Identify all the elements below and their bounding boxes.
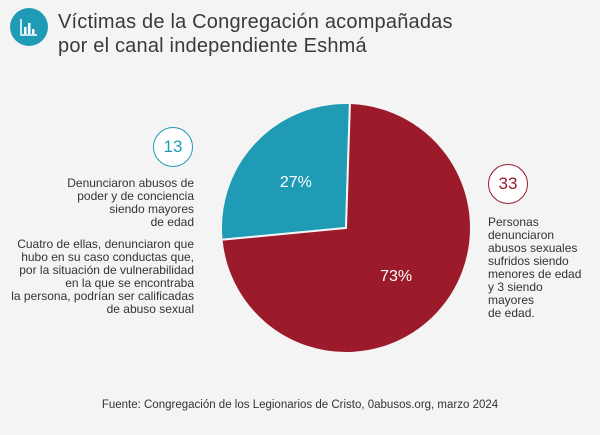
note-b-line: de abuso sexual — [106, 302, 194, 316]
title-line-1: Víctimas de la Congregación acompañadas — [58, 11, 453, 33]
right-note-line: y 3 siendo mayores — [488, 280, 543, 307]
pie-slice — [220, 102, 472, 354]
count-right-value: 33 — [498, 174, 518, 193]
count-left-value: 13 — [163, 137, 183, 156]
note-b-line: por la situación de vulnerabilidad — [19, 263, 194, 277]
note-b-line: hubo en su caso conductas que, — [21, 250, 194, 264]
right-note-line: abusos sexuales — [488, 241, 578, 255]
pie-slice-label: 27% — [280, 174, 312, 191]
title-line-2: por el canal independiente Eshmá — [58, 35, 367, 57]
right-note: Personas denunciaron abusos sexuales suf… — [488, 216, 588, 320]
pie-slice-label: 73% — [380, 268, 412, 285]
right-note-line: sufridos siendo — [488, 254, 569, 268]
left-note-a: Denunciaron abusos de poder y de concien… — [14, 177, 194, 229]
right-note-line: Personas — [488, 215, 539, 229]
note-b-line: en la que se encontraba — [65, 276, 194, 290]
source-note: Fuente: Congregación de los Legionarios … — [101, 399, 499, 411]
note-a-line: poder y de conciencia — [77, 189, 194, 203]
right-note-line: menores de edad — [488, 267, 582, 281]
note-a-line: Denunciaron abusos de — [67, 176, 194, 190]
right-note-line: denunciaron — [488, 228, 555, 242]
pie-slice — [220, 102, 351, 241]
note-b-line: Cuatro de ellas, denunciaron que — [17, 237, 194, 251]
count-badge-left: 13 — [153, 127, 193, 167]
left-note-b: Cuatro de ellas, denunciaron que hubo en… — [0, 238, 194, 316]
note-a-line: siendo mayores — [109, 202, 194, 216]
chart-title: Víctimas de la Congregación acompañadas … — [58, 10, 578, 58]
bar-chart-icon — [10, 8, 48, 46]
note-a-line: de edad — [150, 215, 194, 229]
count-badge-right: 33 — [488, 164, 528, 204]
right-note-line: de edad. — [488, 306, 535, 320]
note-b-line: la persona, podrían ser calificadas — [11, 289, 194, 303]
